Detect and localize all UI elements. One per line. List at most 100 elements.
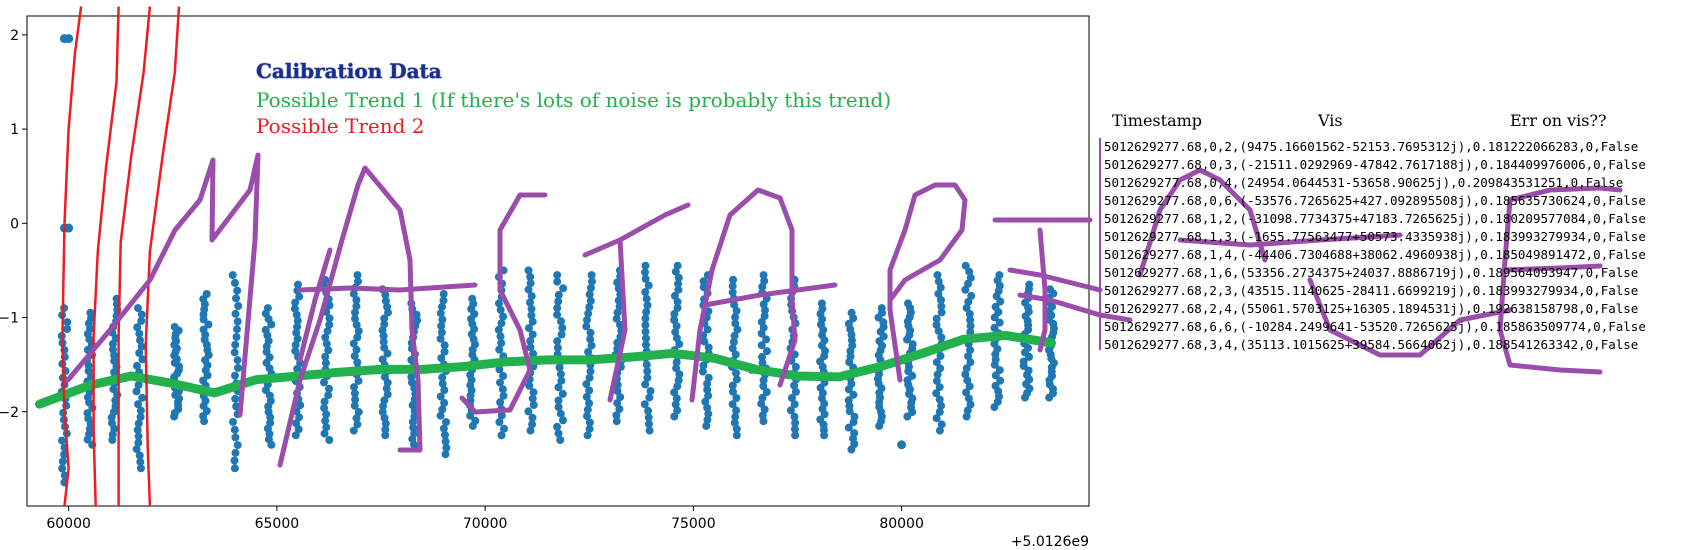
scatter-point [437,328,446,337]
scatter-point [230,278,239,287]
scatter-point [932,314,941,323]
scatter-point [495,299,503,308]
scatter-point [699,277,708,286]
scatter-point [524,407,533,416]
scatter-point [641,314,650,323]
scatter-point [232,294,240,303]
annotation-title: Calibration Data [256,59,442,83]
scatter-point [732,375,741,384]
scatter-point [528,330,537,339]
scatter-point [817,299,826,308]
y-axis: 2 1 0 −1 −2 [0,28,27,421]
scatter-point [134,419,143,428]
scatter-point [704,409,713,418]
scatter-point [64,223,74,233]
scatter-point [701,397,710,406]
scatter-point [728,288,737,297]
scatter-point [1046,285,1054,294]
scatter-point [231,309,240,318]
table-row: 5012629277.68,0,6,(-53576.7265625+427.09… [1104,193,1646,208]
scatter-point [642,340,650,349]
y-tick-label: 0 [10,216,19,232]
scatter-point [135,329,144,338]
scatter-point [437,354,446,363]
x-axis-offset-label: +5.0126e9 [1011,534,1089,550]
scatter-point [674,279,682,288]
scatter-point [760,277,769,285]
trend-1-line [35,330,1056,409]
scatter-point [499,312,508,321]
scatter-point [231,433,240,442]
scatter-point [965,382,974,391]
scatter-point [585,424,594,433]
scatter-point [614,296,623,305]
scatter-point [613,278,622,287]
scatter-point [322,423,331,432]
trend-2-lines [61,6,181,507]
scatter-point [352,302,361,311]
scatter-point [758,393,767,402]
scatter-point [966,316,975,324]
scatter-point [557,376,566,385]
scatter-point [646,387,655,395]
scatter-point [138,355,147,364]
scatter-point [441,430,449,439]
scatter-point [557,330,566,339]
scatter-point [199,325,208,334]
scatter-point [558,389,567,398]
scatter-point [136,464,145,473]
scatter-point [962,303,971,312]
scatter-point [670,291,679,300]
scatter-point [136,406,145,415]
scatter-point [354,327,363,336]
scatter-point [937,420,946,429]
scatter-point [230,464,239,473]
scatter-point [349,289,358,298]
scatter-point [526,343,535,352]
scatter-point [961,370,970,379]
scatter-point [132,387,141,396]
scatter-point [671,267,680,276]
scatter-point [64,34,74,44]
scatter-point [759,271,768,280]
scatter-point [703,379,712,388]
scatter-point [933,271,942,280]
scatter-point [349,339,358,348]
scatter-point [439,296,448,305]
scatter-point [499,391,508,400]
scatter-point [291,346,300,355]
scatter-point [290,304,299,313]
scatter-point [320,397,329,406]
scatter-point [641,288,650,297]
scatter-point [585,386,594,395]
scatter-point [698,367,707,376]
scatter-point [380,320,389,329]
scatter-point [672,364,681,373]
scatter-point [935,395,944,404]
scatter-point [963,406,972,415]
scatter-point [134,381,143,389]
scatter-point [265,391,274,400]
scatter-point [136,336,144,345]
scatter-point [471,416,480,425]
scatter-point [497,431,506,440]
scatter-point [527,292,536,301]
scatter-point [936,283,945,292]
scatter-point [437,322,446,330]
table-row: 5012629277.68,0,4,(24954.0644531-53658.9… [1104,175,1623,190]
scatter-point [138,393,147,402]
scatter-point [733,325,742,334]
scatter-point [790,425,799,434]
scatter-point [410,412,419,421]
table-header-err: Err on vis?? [1510,111,1607,130]
scatter-point [966,400,975,409]
scatter-point [671,400,680,409]
scatter-point [136,457,145,466]
y-tick-label: −1 [0,311,19,327]
scatter-point [63,318,72,327]
scatter-point [645,393,654,402]
scatter-point [582,322,591,331]
scatter-point [703,325,712,334]
annotation-trend-1: Possible Trend 1 (If there's lots of noi… [256,88,891,112]
scatter-point [233,317,242,326]
